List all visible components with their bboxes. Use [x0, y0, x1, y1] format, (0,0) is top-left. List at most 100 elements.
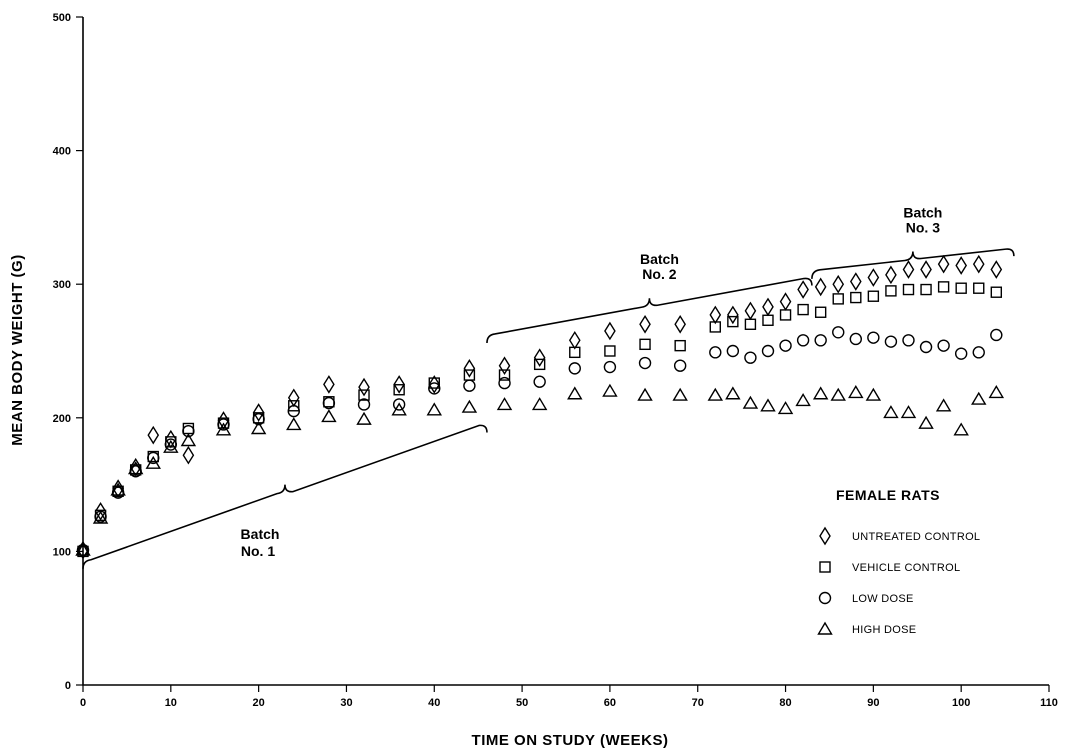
- triangle-point: [935, 398, 952, 412]
- triangle-point: [637, 387, 653, 401]
- legend-diamond-marker: [819, 526, 831, 546]
- axes: [82, 17, 1049, 686]
- x-tick-label: 60: [604, 697, 616, 709]
- diamond-point: [955, 256, 968, 275]
- x-tick-label: 10: [165, 697, 177, 709]
- legend-label: VEHICLE CONTROL: [852, 562, 960, 574]
- diamond-point: [182, 445, 195, 465]
- batch-label: Batch: [241, 526, 280, 542]
- triangle-point: [812, 386, 829, 400]
- series-triangle: [75, 383, 1005, 556]
- triangle-point: [795, 393, 811, 407]
- triangle-point: [110, 482, 126, 496]
- batch-brace: [82, 424, 488, 569]
- diamond-point: [937, 254, 950, 274]
- diamond-point: [814, 277, 827, 297]
- circle-point: [779, 339, 792, 352]
- triangle-point: [602, 383, 618, 397]
- square-point: [937, 281, 950, 293]
- triangle-point: [883, 405, 899, 419]
- square-point: [973, 282, 985, 294]
- x-tick-label: 30: [340, 697, 352, 709]
- circle-point: [814, 334, 827, 347]
- circle-point: [673, 359, 687, 372]
- diamond-point: [832, 274, 845, 294]
- square-point: [885, 285, 897, 297]
- diamond-point: [323, 375, 335, 394]
- diamond-point: [533, 348, 546, 368]
- circle-point: [867, 331, 880, 344]
- diamond-point: [797, 280, 809, 299]
- diamond-point: [428, 375, 441, 394]
- triangle-point: [760, 398, 776, 412]
- circle-point: [217, 418, 230, 431]
- circle-point: [322, 396, 336, 410]
- series-circle: [76, 326, 1003, 557]
- square-point: [533, 358, 546, 371]
- diamond-point: [568, 330, 581, 350]
- x-axis-title: TIME ON STUDY (WEEKS): [472, 732, 669, 749]
- circle-point: [428, 382, 441, 395]
- square-point: [832, 293, 844, 305]
- diamond-point: [709, 305, 722, 325]
- diamond-point: [358, 377, 370, 397]
- batch-brace: [486, 277, 813, 344]
- circle-point: [252, 412, 265, 426]
- triangle-point: [865, 387, 882, 401]
- circle-point: [182, 424, 195, 438]
- square-point: [498, 369, 511, 381]
- y-axis-title: MEAN BODY WEIGHT (G): [9, 254, 26, 445]
- circle-point: [568, 362, 581, 375]
- triangle-point: [92, 510, 109, 524]
- triangle-point: [531, 397, 548, 411]
- square-point: [990, 286, 1003, 298]
- circle-point: [498, 376, 511, 390]
- triangle-point: [180, 433, 197, 447]
- diamond-point: [990, 260, 1003, 279]
- circle-point: [357, 398, 371, 411]
- y-tick-label: 100: [53, 546, 71, 558]
- square-point: [727, 315, 739, 328]
- circle-point: [919, 340, 933, 354]
- x-tick-label: 90: [867, 697, 879, 709]
- square-point: [358, 389, 370, 401]
- circle-point: [164, 438, 178, 451]
- triangle-point: [321, 409, 337, 423]
- circle-point: [937, 339, 950, 352]
- triangle-point: [145, 455, 161, 469]
- circle-point: [990, 328, 1003, 342]
- legend-label: LOW DOSE: [852, 593, 914, 605]
- triangle-point: [742, 395, 759, 409]
- circle-point: [147, 451, 160, 465]
- x-tick-label: 70: [692, 697, 704, 709]
- triangle-point: [830, 387, 846, 401]
- triangle-point: [461, 399, 478, 413]
- batch-label: Batch: [903, 204, 942, 220]
- circle-point: [744, 351, 757, 364]
- diamond-point: [727, 305, 739, 325]
- diamond-point: [94, 501, 107, 521]
- diamond-point: [147, 425, 160, 445]
- square-point: [393, 384, 405, 396]
- x-tick-label: 40: [428, 697, 440, 709]
- diamond-point: [744, 301, 757, 321]
- triangle-point: [426, 402, 442, 416]
- circle-point: [392, 398, 406, 411]
- x-tick-label: 20: [253, 697, 265, 709]
- triangle-point: [848, 385, 864, 399]
- diamond-point: [77, 540, 89, 560]
- circle-point: [796, 334, 810, 347]
- triangle-point: [971, 391, 987, 405]
- diamond-point: [498, 356, 511, 376]
- diamond-point: [393, 375, 405, 394]
- circle-point: [902, 334, 915, 347]
- circle-point: [603, 360, 617, 374]
- square-point: [604, 345, 616, 357]
- triangle-point: [356, 411, 372, 425]
- legend-circle-marker: [818, 591, 832, 605]
- circle-point: [287, 404, 300, 418]
- x-tick-label: 100: [952, 697, 970, 709]
- circle-point: [972, 346, 985, 359]
- series-square: [77, 281, 1003, 558]
